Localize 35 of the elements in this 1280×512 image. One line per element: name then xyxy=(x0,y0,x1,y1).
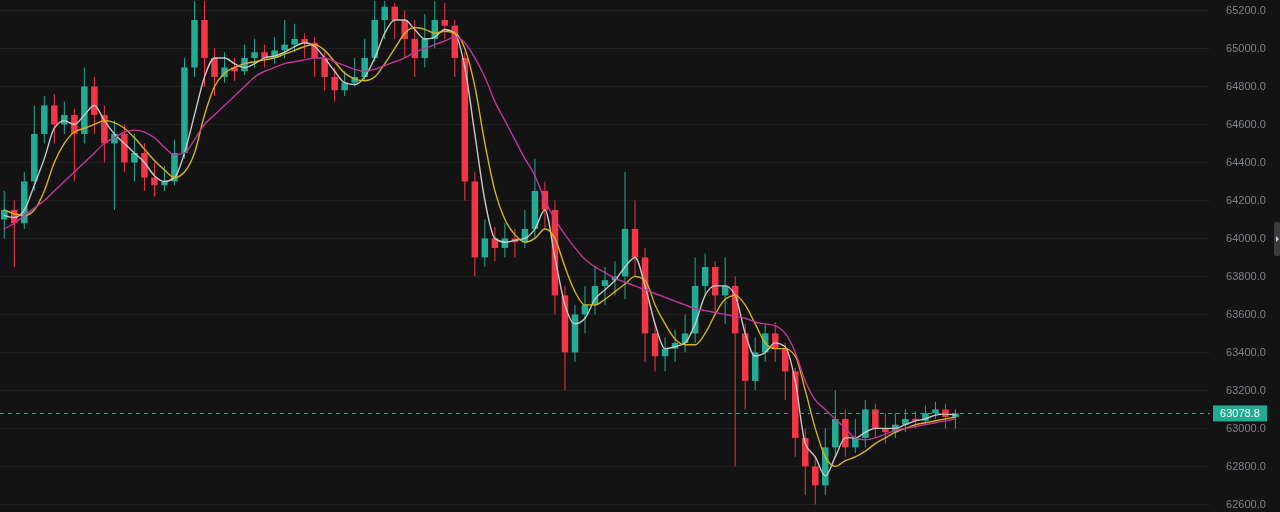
candlestick xyxy=(651,323,659,372)
candlestick xyxy=(251,38,258,68)
y-tick-label: 62800.0 xyxy=(1226,460,1266,473)
candlestick xyxy=(441,2,449,40)
y-tick-label: 62600.0 xyxy=(1226,498,1266,511)
candlestick xyxy=(601,266,609,306)
y-tick-label: 63800.0 xyxy=(1226,270,1266,283)
candlestick xyxy=(321,51,328,91)
candlestick xyxy=(71,108,78,182)
y-tick-label: 64200.0 xyxy=(1226,194,1266,207)
candlestick xyxy=(391,2,398,40)
candlestick xyxy=(481,218,489,268)
y-tick-label: 63400.0 xyxy=(1226,346,1266,359)
y-tick-label: 65200.0 xyxy=(1226,4,1266,17)
candlestick xyxy=(381,0,388,40)
y-tick-label: 63600.0 xyxy=(1226,308,1266,321)
candlestick xyxy=(341,70,348,97)
y-tick-label: 63000.0 xyxy=(1226,422,1266,435)
y-tick-label: 63200.0 xyxy=(1226,384,1266,397)
y-tick-label: 64600.0 xyxy=(1226,118,1266,131)
candlestick xyxy=(281,19,288,59)
candlestick xyxy=(812,456,819,505)
y-tick-label: 64800.0 xyxy=(1226,80,1266,93)
candlestick xyxy=(211,47,218,97)
y-tick-label: 64000.0 xyxy=(1226,232,1266,245)
candlestick xyxy=(151,161,158,198)
candlestick xyxy=(291,23,298,53)
ref-line-label: 63078.8 xyxy=(1220,407,1260,420)
candlestick xyxy=(872,403,879,439)
candlestick xyxy=(131,133,138,182)
candlestick xyxy=(51,93,58,144)
candlestick xyxy=(331,66,338,103)
y-tick-label: 65000.0 xyxy=(1226,42,1266,55)
y-tick-label: 64400.0 xyxy=(1226,156,1266,169)
candlestick xyxy=(701,253,709,296)
